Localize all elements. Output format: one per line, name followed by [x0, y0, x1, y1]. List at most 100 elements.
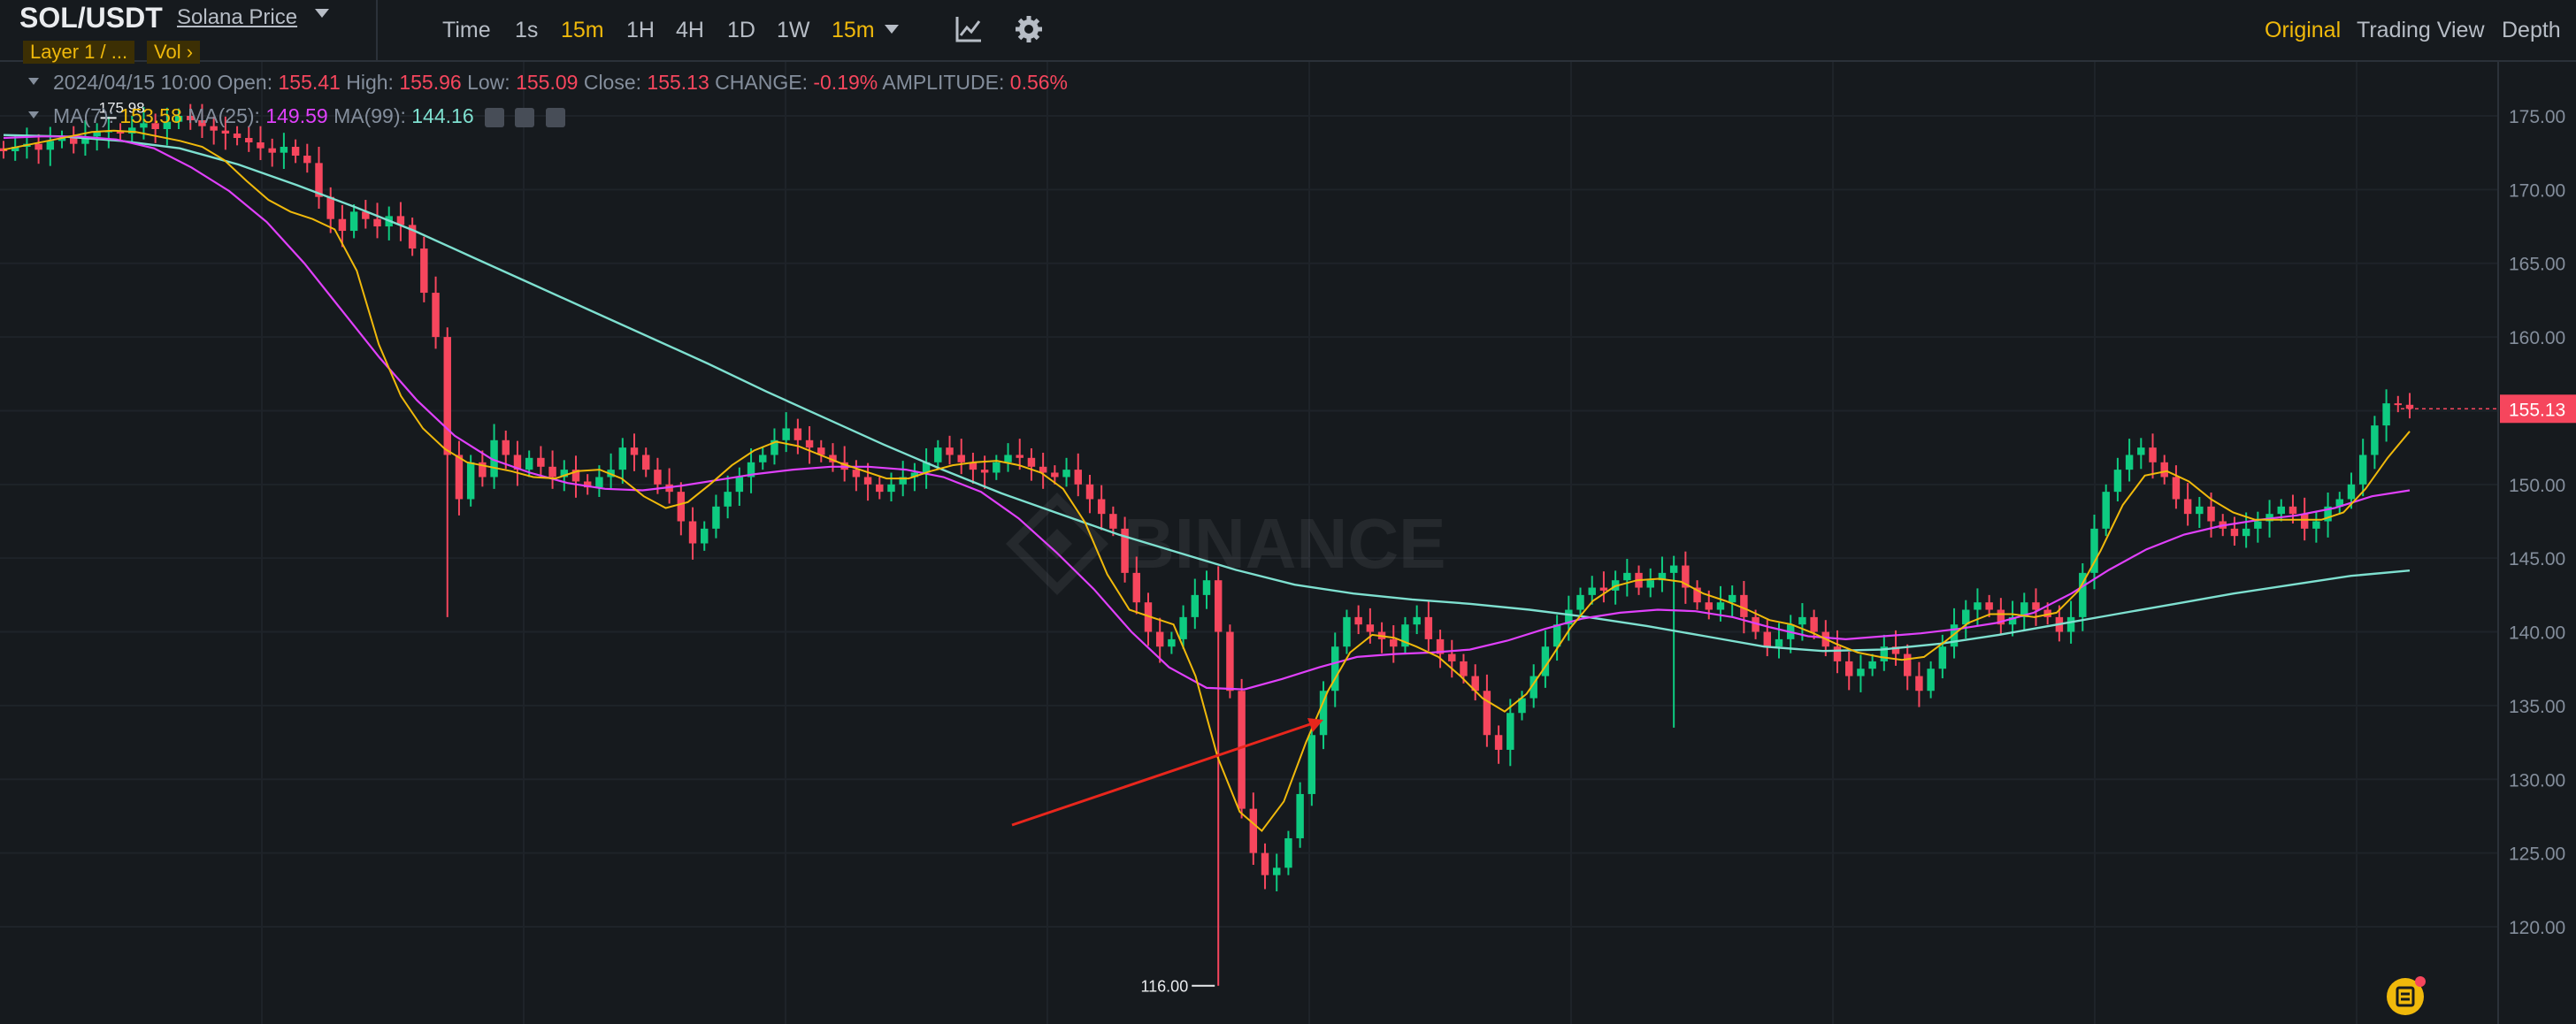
candle-body — [630, 447, 639, 455]
candle-body — [1891, 646, 1900, 654]
candle-body — [34, 143, 42, 150]
candle-body — [1296, 793, 1304, 838]
candle-body — [455, 455, 464, 500]
ma-collapse-icon[interactable] — [28, 111, 39, 118]
interval-chevron-down-icon[interactable] — [885, 25, 899, 34]
price-tick-label: 175.00 — [2509, 107, 2565, 127]
candle-body — [829, 455, 837, 462]
notes-floating-button[interactable] — [2387, 976, 2426, 1015]
ma99-label: MA(99): — [334, 104, 406, 127]
candle-body — [443, 337, 451, 455]
gear-icon[interactable] — [1014, 14, 1044, 44]
candle-body — [1752, 616, 1760, 632]
view-original[interactable]: Original — [2265, 18, 2342, 42]
candle-body — [1179, 616, 1187, 639]
candle-body — [58, 138, 66, 141]
candle-body — [1109, 514, 1117, 529]
candlestick-chart[interactable]: BINANCE 175.00170.00165.00160.00155.0015… — [0, 62, 2576, 1024]
candle-body — [268, 148, 276, 153]
candle-body — [396, 216, 405, 225]
open-value: 155.41 — [278, 71, 341, 94]
candle-body — [922, 462, 931, 473]
settings-icon[interactable] — [515, 107, 535, 127]
chevron-down-icon[interactable] — [315, 9, 329, 18]
interval-time[interactable]: Time — [442, 18, 491, 42]
candle-body — [466, 462, 475, 500]
price-markers: 116.00 175.98 155.13 — [99, 99, 2576, 996]
chart-toolbar: SOL/USDT Solana Price Time 1s 15m 1H 4H … — [0, 0, 2576, 62]
toolbar-divider — [376, 0, 378, 62]
solana-price-link[interactable]: Solana Price — [177, 5, 298, 29]
candle-body — [1646, 580, 1654, 588]
candle-body — [863, 477, 872, 485]
candle-body — [654, 470, 662, 485]
trading-pair: SOL/USDT — [19, 2, 163, 34]
candle-body — [641, 455, 650, 470]
candle-body — [2300, 514, 2309, 529]
candle-body — [1413, 616, 1421, 625]
price-tick-label: 160.00 — [2509, 328, 2565, 348]
candle-body — [1016, 455, 1024, 458]
ohlc-collapse-icon[interactable] — [28, 78, 39, 85]
interval-1d[interactable]: 1D — [727, 18, 755, 42]
candle-body — [1051, 472, 1059, 478]
candle-body — [163, 121, 172, 130]
candle-body — [537, 457, 545, 467]
interval-15m[interactable]: 15m — [561, 18, 604, 42]
candle-body — [1004, 455, 1012, 462]
interval-dropdown[interactable]: 15m — [832, 18, 875, 42]
candle-body — [326, 196, 334, 219]
candle-body — [595, 477, 603, 488]
candle-body — [2230, 528, 2239, 537]
candle-body — [2312, 521, 2320, 529]
candle-body — [618, 447, 627, 470]
candle-body — [1868, 661, 1876, 669]
indicator-chart-icon[interactable] — [954, 14, 984, 44]
candle-body — [140, 123, 148, 128]
candle-body — [887, 484, 895, 493]
candle-body — [1833, 646, 1842, 661]
candle-body — [1518, 698, 1526, 714]
close-label: Close: — [583, 71, 642, 94]
ohlc-info: 2024/04/15 10:00 Open: 155.41 High: 155.… — [53, 71, 1068, 95]
candle-body — [46, 141, 55, 150]
candle-body — [1565, 609, 1573, 625]
candle-body — [1658, 572, 1667, 581]
interval-4h[interactable]: 4H — [676, 18, 704, 42]
candle-body — [1927, 669, 1935, 692]
candle-body — [174, 116, 183, 122]
candle-body — [1962, 609, 1970, 625]
candle-body — [1985, 602, 1993, 610]
candle-body — [2113, 470, 2122, 493]
candle-body — [315, 163, 323, 197]
candle-body — [128, 127, 136, 134]
red-arrow-annotation — [1011, 718, 1323, 827]
vol-tag[interactable]: Vol › — [147, 41, 201, 64]
candle-body — [1471, 676, 1479, 692]
candle-body — [1331, 646, 1339, 692]
candle-body — [876, 484, 884, 493]
candle-body — [1144, 602, 1153, 632]
view-depth[interactable]: Depth — [2502, 18, 2561, 42]
interval-1s[interactable]: 1s — [515, 18, 539, 42]
close-icon[interactable] — [545, 107, 565, 127]
candle-body — [291, 147, 300, 157]
candle-body — [2125, 455, 2134, 470]
candle-body — [969, 462, 978, 470]
interval-1w[interactable]: 1W — [777, 18, 810, 42]
candle-body — [1483, 691, 1491, 736]
category-tag[interactable]: Layer 1 / ... — [23, 41, 135, 64]
candle-body — [1168, 638, 1176, 647]
candle-body — [1424, 616, 1433, 639]
amplitude-label: AMPLITUDE: — [882, 71, 1005, 94]
interval-1h[interactable]: 1H — [626, 18, 655, 42]
candle-body — [759, 455, 767, 462]
candle-body — [1810, 616, 1818, 632]
candle-body — [571, 470, 580, 482]
candle-body — [1494, 735, 1503, 750]
candle-body — [1132, 572, 1141, 603]
eye-icon[interactable] — [485, 107, 505, 127]
view-trading-view[interactable]: Trading View — [2357, 18, 2485, 42]
candle-body — [432, 293, 440, 338]
candle-date: 2024/04/15 10:00 — [53, 71, 212, 94]
